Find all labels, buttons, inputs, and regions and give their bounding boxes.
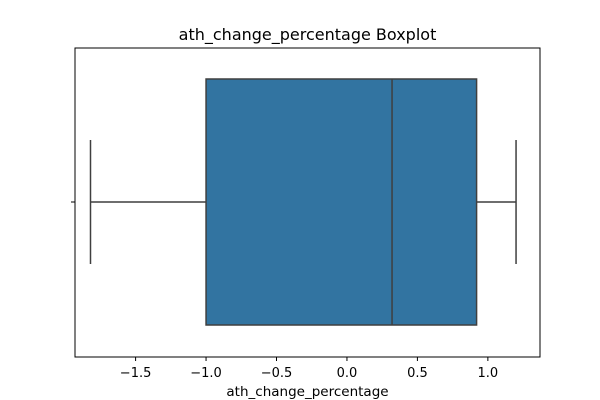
chart-title: ath_change_percentage Boxplot — [179, 25, 437, 45]
x-tick-label: −1.0 — [190, 366, 222, 381]
x-tick-label: 0.5 — [407, 366, 428, 381]
plot-area: −1.5 −1.0 −0.5 0.0 0.5 1.0 — [71, 47, 541, 381]
x-tick-label: −0.5 — [261, 366, 293, 381]
x-axis-label: ath_change_percentage — [226, 384, 388, 400]
x-tick-label: 1.0 — [478, 366, 499, 381]
x-tick-label: 0.0 — [337, 366, 358, 381]
x-tick-label: −1.5 — [120, 366, 152, 381]
iqr-box — [205, 78, 478, 326]
